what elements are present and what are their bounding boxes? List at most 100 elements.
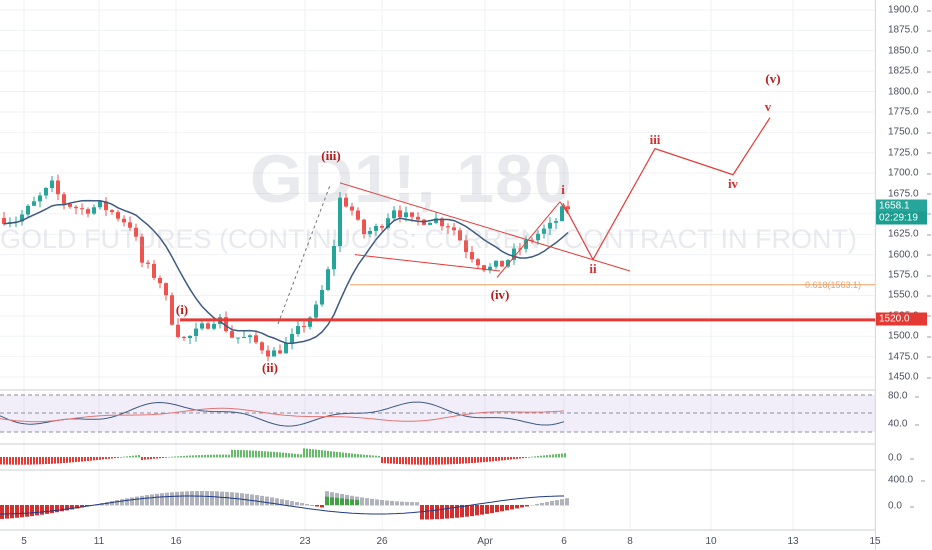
candle-body (416, 216, 420, 220)
macd-bar (297, 454, 299, 458)
macd-bar (201, 454, 203, 458)
osc-bar (265, 496, 269, 506)
osc-bar-green (345, 498, 349, 505)
osc-bar (60, 505, 64, 512)
candle-body (164, 283, 168, 296)
macd-bar (240, 450, 242, 458)
osc-bar (150, 494, 154, 506)
candle-body (284, 342, 288, 354)
macd-bar (204, 454, 206, 458)
osc-bar (110, 501, 114, 506)
macd-bar (264, 451, 266, 458)
candle-body (236, 337, 240, 339)
candle-body (50, 180, 54, 188)
candle-body (380, 226, 384, 228)
macd-bar (33, 457, 35, 465)
grid-lines (0, 0, 876, 530)
macd-bar (225, 454, 227, 458)
macd-bar (132, 455, 134, 458)
macd-bar (393, 457, 395, 464)
macd-bar (315, 449, 317, 458)
macd-bar (150, 457, 152, 460)
macd-bar (180, 456, 182, 458)
wave-leg (559, 201, 569, 215)
macd-bar (294, 453, 296, 458)
macd-bar (3, 457, 5, 465)
last-price-tag: 1658.1 (876, 199, 927, 213)
macd-bar (177, 456, 179, 458)
macd-bar (399, 457, 401, 465)
macd-bar (384, 457, 386, 464)
macd-bar (408, 457, 410, 465)
osc-bar (295, 502, 299, 506)
osc-bar (5, 505, 9, 519)
macd-bar (498, 457, 500, 461)
osc-bar (80, 505, 84, 508)
macd-bar (147, 457, 149, 460)
rsi-signal-line (0, 407, 565, 423)
macd-bar (411, 457, 413, 465)
candle-body (320, 289, 324, 305)
macd-bar (216, 454, 218, 458)
candle-body (374, 226, 378, 231)
osc-bar (565, 498, 569, 506)
macd-bar (237, 449, 239, 458)
candle-body (134, 227, 138, 237)
osc-bar (435, 505, 439, 520)
macd-bar (60, 457, 62, 464)
osc-bar (280, 499, 284, 506)
macd-bar (75, 457, 77, 463)
macd-bar (402, 457, 404, 465)
macd-bar (249, 450, 251, 458)
osc-bar (185, 491, 189, 506)
osc-bar (115, 500, 119, 506)
osc-tick-label: 400.0 (888, 474, 926, 486)
candle-body (104, 201, 108, 211)
macd-bar (123, 456, 125, 458)
macd-bar (561, 453, 563, 458)
macd-bar (423, 457, 425, 465)
candle-body (2, 217, 6, 224)
candle-body (44, 187, 48, 196)
time-tick-label: 15 (869, 536, 881, 547)
osc-bar (470, 505, 474, 517)
macd-bar (135, 455, 137, 458)
candle-body (548, 222, 552, 229)
price-axis[interactable] (875, 0, 932, 550)
time-tick-label: 6 (561, 536, 567, 547)
macd-bar (522, 457, 524, 459)
osc-bar (540, 502, 544, 506)
candle-body (140, 236, 144, 263)
macd-bar (96, 457, 98, 461)
candle-body (470, 252, 474, 260)
osc-bar (530, 504, 534, 506)
macd-bar (30, 457, 32, 465)
macd-bar (426, 457, 428, 465)
macd-bar (483, 457, 485, 463)
macd-bar (243, 450, 245, 458)
price-tick-label: 1600.0 (888, 249, 931, 261)
trend-dashed-line (277, 185, 331, 325)
wave-label: iv (727, 176, 739, 191)
osc-bar (490, 505, 494, 514)
candle-body (494, 260, 498, 267)
candle-body (326, 269, 330, 290)
osc-bar (160, 493, 164, 506)
candle-body (188, 335, 192, 338)
osc-bar (560, 499, 564, 506)
macd-bar (453, 457, 455, 465)
candle-body (74, 206, 78, 209)
macd-bar (24, 457, 26, 465)
osc-bar-green (335, 497, 339, 505)
macd-bar (480, 457, 482, 463)
osc-bar (180, 491, 184, 506)
macd-bar (558, 453, 560, 458)
macd-bar (87, 457, 89, 462)
osc-bar (15, 505, 19, 518)
macd-bar (327, 450, 329, 458)
macd-bar (489, 457, 491, 462)
candle-body (530, 239, 534, 241)
osc-bar (175, 491, 179, 506)
osc-bar-green (330, 497, 334, 505)
